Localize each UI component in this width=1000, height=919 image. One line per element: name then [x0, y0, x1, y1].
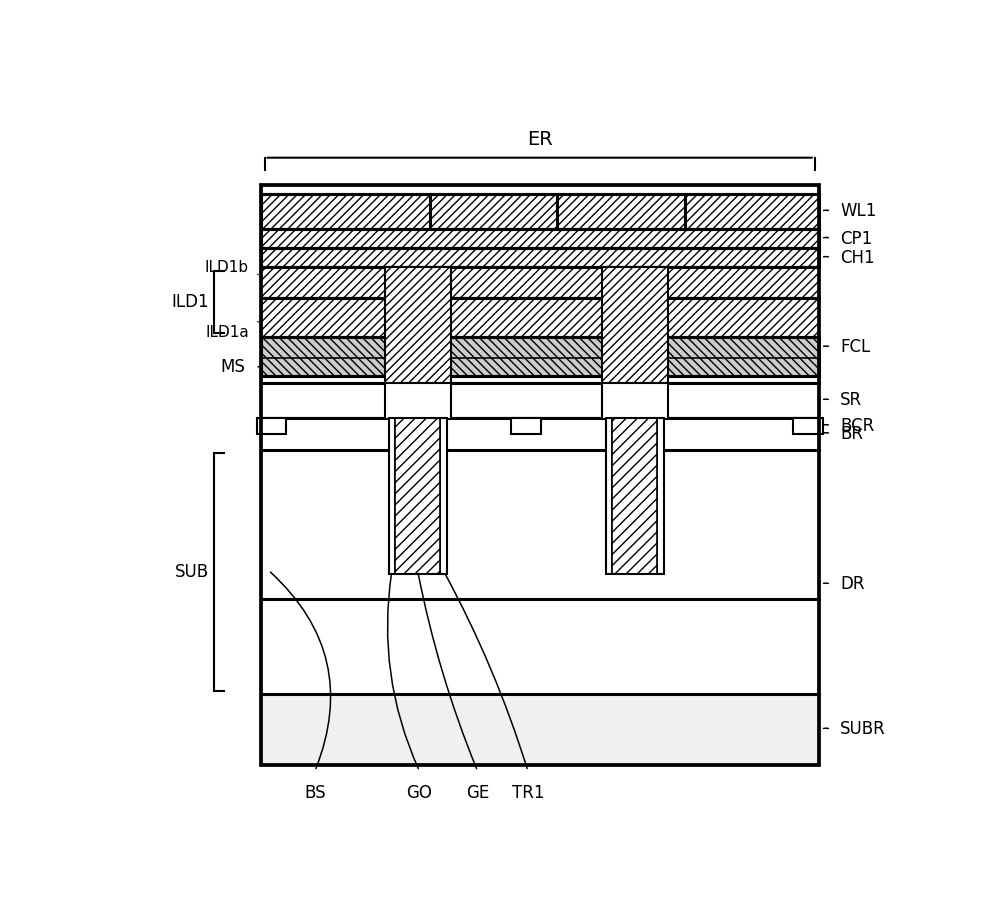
- Bar: [261, 185, 819, 765]
- Bar: [257, 418, 286, 434]
- Text: DR: DR: [840, 575, 865, 594]
- Text: SUBR: SUBR: [840, 720, 886, 739]
- Bar: [793, 418, 822, 434]
- Text: BR: BR: [840, 425, 863, 443]
- Bar: [261, 229, 819, 248]
- Text: ER: ER: [527, 130, 552, 149]
- Text: FCL: FCL: [840, 338, 871, 357]
- Bar: [385, 382, 450, 418]
- Bar: [606, 418, 612, 573]
- Bar: [657, 418, 664, 573]
- Bar: [388, 418, 395, 573]
- Text: GE: GE: [466, 784, 489, 802]
- Text: GO: GO: [407, 784, 432, 802]
- Bar: [440, 418, 447, 573]
- Text: CH1: CH1: [840, 249, 875, 267]
- Bar: [385, 267, 450, 382]
- Text: BCR: BCR: [840, 417, 875, 435]
- Text: SUB: SUB: [175, 563, 209, 581]
- Text: MS: MS: [220, 357, 245, 376]
- Bar: [395, 418, 440, 573]
- Bar: [511, 418, 541, 434]
- Bar: [606, 418, 664, 573]
- Bar: [261, 382, 819, 418]
- Bar: [612, 418, 657, 573]
- Bar: [261, 248, 819, 267]
- Bar: [388, 418, 447, 573]
- Text: ILD1: ILD1: [171, 293, 209, 311]
- Bar: [261, 450, 819, 694]
- Bar: [602, 267, 668, 382]
- Bar: [261, 298, 819, 336]
- Text: ILD1b: ILD1b: [205, 259, 249, 275]
- Bar: [602, 382, 668, 418]
- Text: CP1: CP1: [840, 230, 873, 248]
- Bar: [261, 694, 819, 765]
- Bar: [261, 336, 819, 376]
- Text: TR1: TR1: [512, 784, 544, 802]
- Bar: [261, 267, 819, 298]
- Text: ILD1a: ILD1a: [205, 325, 249, 340]
- Text: BS: BS: [304, 784, 326, 802]
- Text: SR: SR: [840, 391, 862, 409]
- Bar: [261, 194, 819, 229]
- Text: WL1: WL1: [840, 202, 877, 221]
